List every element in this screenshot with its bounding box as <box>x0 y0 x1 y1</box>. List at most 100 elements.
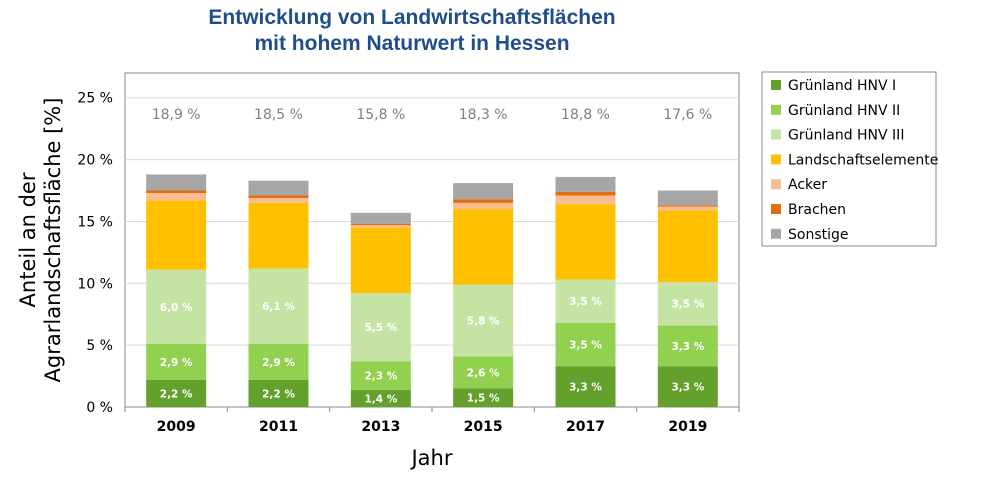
bar-segment-2013-4 <box>350 225 411 228</box>
bar-segment-2015-0 <box>453 388 514 407</box>
x-tick-label-2015: 2015 <box>464 419 503 435</box>
segment-value-label: 2,6 % <box>467 367 500 379</box>
bar-segment-2015-2 <box>453 284 514 357</box>
bar-segment-2017-2 <box>555 279 616 323</box>
segment-value-label: 5,5 % <box>364 322 397 334</box>
total-label-2017: 18,8 % <box>561 107 610 123</box>
legend-swatch <box>771 179 781 190</box>
y-axis-ticks: 0 % 5 % 10 % 15 % 20 % 25 % <box>77 91 113 416</box>
segment-value-label: 2,3 % <box>364 370 397 382</box>
legend-item-5: Brachen <box>771 202 846 218</box>
bar-segment-2019-6 <box>657 190 718 206</box>
bar-segment-2017-5 <box>555 191 616 196</box>
total-label-2019: 17,6 % <box>663 107 712 123</box>
bars <box>146 174 718 407</box>
bar-segment-2019-1 <box>657 325 718 367</box>
bar-segment-2011-2 <box>248 268 309 344</box>
x-tick-label-2013: 2013 <box>361 419 400 435</box>
bar-segment-2019-5 <box>657 205 718 207</box>
x-tick-label-2009: 2009 <box>157 419 196 435</box>
y-axis-title-line-1: Anteil an der <box>16 172 40 307</box>
bar-segment-2019-4 <box>657 206 718 211</box>
y-tick-label: 0 % <box>86 400 113 416</box>
gridlines <box>125 97 739 346</box>
segment-labels: 2,2 % 2,9 % 6,0 % 2,2 % 2,9 % 6,1 % 1,4 % 2,3 %… <box>160 296 705 405</box>
bar-segment-2013-1 <box>350 361 411 390</box>
segment-value-label: 3,5 % <box>569 296 602 308</box>
y-tick-label: 25 % <box>77 91 113 107</box>
legend-swatch <box>771 228 781 239</box>
plot-area <box>124 72 740 408</box>
y-tick-label: 15 % <box>77 214 113 230</box>
bar-segment-2009-2 <box>146 269 207 344</box>
legend-item-1: Grünland HNV II <box>771 103 900 119</box>
legend-label: Grünland HNV II <box>788 103 900 119</box>
legend-item-3: Landschaftselemente <box>771 152 938 168</box>
legend-label: Sonstige <box>788 227 849 243</box>
y-tick-label: 20 % <box>77 153 113 169</box>
total-label-2013: 15,8 % <box>356 107 405 123</box>
bar-segment-2011-6 <box>248 180 309 196</box>
legend-swatch <box>771 154 781 165</box>
segment-value-label: 2,2 % <box>160 388 193 400</box>
x-axis-title: Jahr <box>409 446 452 470</box>
legend-label: Grünland HNV I <box>788 78 896 94</box>
segment-value-label: 3,3 % <box>569 382 602 394</box>
bar-segment-2009-3 <box>146 200 207 270</box>
legend-label: Brachen <box>788 202 846 218</box>
bar-segment-2019-2 <box>657 282 718 326</box>
bar-segment-2011-1 <box>248 343 309 380</box>
bar-segment-2017-6 <box>555 176 616 192</box>
legend-item-6: Sonstige <box>771 227 849 243</box>
bar-segment-2019-3 <box>657 210 718 283</box>
bar-segment-2009-5 <box>146 190 207 193</box>
segment-value-label: 6,0 % <box>160 302 193 314</box>
legend-item-4: Acker <box>771 177 827 193</box>
total-labels: 18,9 % 18,5 % 15,8 % 18,3 % 18,8 % 17,6 % <box>152 107 713 123</box>
bar-segment-2019-0 <box>657 366 718 407</box>
x-tick-label-2019: 2019 <box>668 419 707 435</box>
segment-value-label: 3,3 % <box>671 341 704 353</box>
segment-value-label: 2,2 % <box>262 388 295 400</box>
total-label-2009: 18,9 % <box>152 107 201 123</box>
legend-label: Landschaftselemente <box>788 152 938 168</box>
chart-title-line-1: Entwicklung von Landwirtschaftsflächen <box>208 6 615 29</box>
total-label-2011: 18,5 % <box>254 107 303 123</box>
legend-label: Grünland HNV III <box>788 128 904 144</box>
bar-segment-2011-5 <box>248 195 309 198</box>
y-tick-label: 10 % <box>77 276 113 292</box>
segment-value-label: 6,1 % <box>262 301 295 313</box>
bar-segment-2009-4 <box>146 192 207 201</box>
bar-segment-2015-5 <box>453 199 514 203</box>
bar-segment-2015-3 <box>453 209 514 285</box>
bar-segment-2015-1 <box>453 356 514 389</box>
legend-box <box>761 71 937 247</box>
y-tick-label: 5 % <box>86 338 113 354</box>
segment-value-label: 3,5 % <box>671 299 704 311</box>
legend-swatch <box>771 204 781 214</box>
segment-value-label: 1,4 % <box>364 393 397 405</box>
y-axis-title: Anteil an der Agrarlandschaftsfläche [%] <box>16 98 65 383</box>
bar-segment-2017-3 <box>555 204 616 280</box>
legend-swatch <box>771 104 781 115</box>
bar-segment-2011-3 <box>248 202 309 269</box>
segment-value-label: 3,3 % <box>671 382 704 394</box>
bar-segment-2017-1 <box>555 322 616 367</box>
bar-segment-2017-0 <box>555 366 616 407</box>
chart-title-line-2: mit hohem Naturwert in Hessen <box>254 32 569 55</box>
bar-segment-2011-0 <box>248 379 309 407</box>
segment-value-label: 3,5 % <box>569 340 602 352</box>
legend-label: Acker <box>788 177 827 193</box>
bar-segment-2013-0 <box>350 389 411 407</box>
bar-segment-2011-4 <box>248 197 309 203</box>
x-tick-label-2011: 2011 <box>259 419 298 435</box>
segment-value-label: 2,9 % <box>262 357 295 369</box>
segment-value-label: 1,5 % <box>467 393 500 405</box>
segment-value-label: 2,9 % <box>160 357 193 369</box>
x-axis-ticks: 2009 2011 2013 2015 2017 2019 <box>124 407 740 435</box>
bar-segment-2015-4 <box>453 202 514 210</box>
bar-segment-2009-0 <box>146 379 207 407</box>
legend: Grünland HNV I Grünland HNV II Grünland HN… <box>771 78 938 243</box>
x-tick-label-2017: 2017 <box>566 419 605 435</box>
